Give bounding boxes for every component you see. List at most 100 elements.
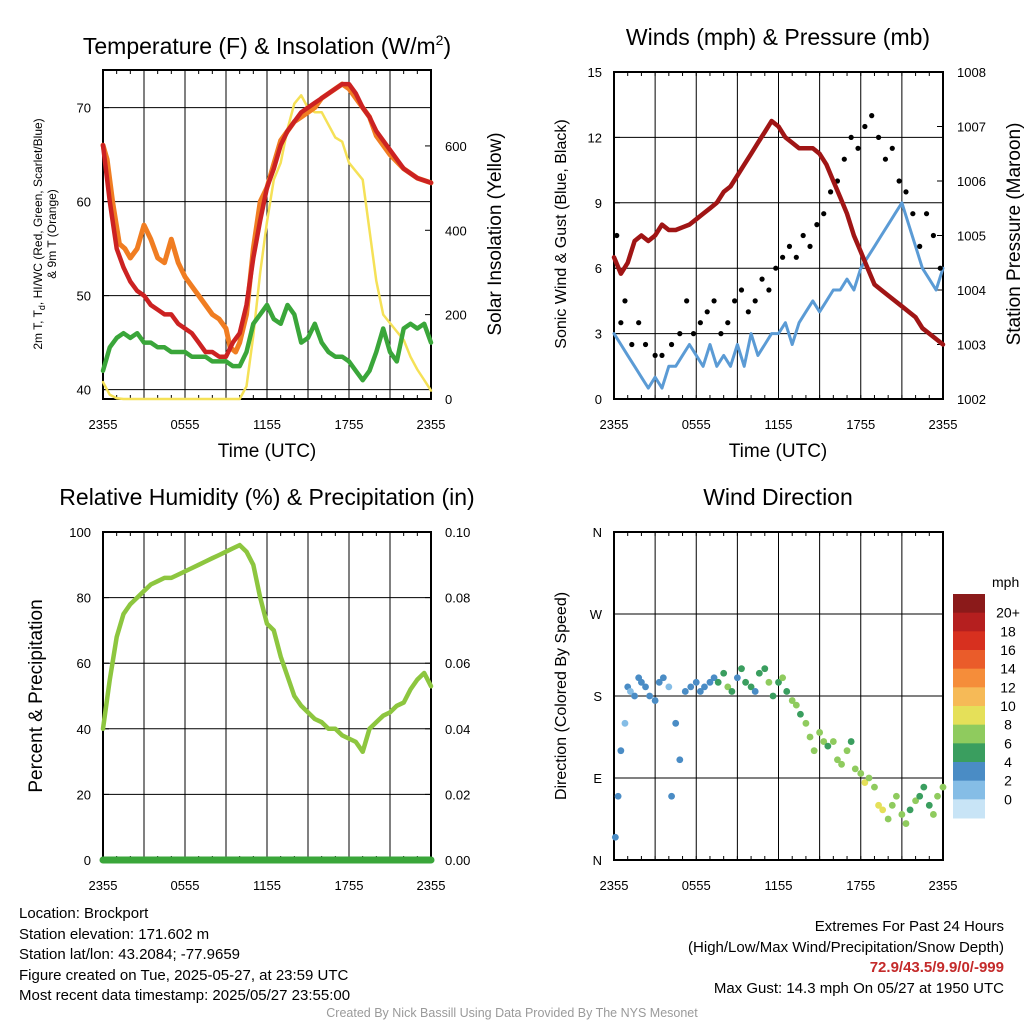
direction-point: [920, 783, 928, 791]
direction-point: [747, 683, 755, 691]
chart-title: Wind Direction: [703, 484, 853, 510]
wind-speed-line: [612, 201, 945, 390]
colorbar-swatch: [953, 631, 985, 651]
gust-point: [889, 145, 895, 151]
y-tick-label: 60: [77, 656, 91, 671]
colorbar-label: 20+: [996, 605, 1020, 621]
direction-point: [783, 688, 791, 695]
gust-point: [882, 156, 889, 162]
extremes-values: 72.9/43.5/9.9/0/-999: [869, 959, 1004, 976]
direction-point: [851, 765, 859, 773]
colorbar-label: 10: [1000, 698, 1016, 714]
y-tick-label: 70: [77, 101, 91, 116]
x-tick-label: 2355: [600, 878, 629, 893]
x-tick-label: 2355: [417, 878, 446, 893]
y2-tick-label: 0.04: [445, 722, 470, 737]
recent-timestamp: Most recent data timestamp: 2025/05/27 2…: [19, 987, 351, 1004]
gust-point: [668, 341, 675, 348]
direction-point: [902, 820, 910, 827]
gust-point: [786, 243, 793, 249]
y2-tick-label: 0: [445, 392, 452, 407]
direction-point: [738, 665, 745, 673]
direction-point: [925, 801, 933, 809]
direction-point: [676, 756, 684, 764]
x-tick-label: 2355: [89, 417, 118, 432]
y-tick-label: 50: [77, 289, 91, 304]
y-axis-label: 2m T, Td, HI/WC (Red, Green, Scarlet/Blu…: [31, 118, 47, 349]
direction-point: [769, 692, 777, 700]
direction-point: [655, 678, 663, 686]
insolation-line: [101, 94, 433, 401]
plot-frame: [613, 531, 944, 861]
plot-frame: [613, 71, 944, 400]
gust-point: [773, 265, 779, 271]
y-tick-label: 0: [595, 392, 602, 407]
x-tick-label: 2355: [929, 417, 958, 432]
colorbar-swatch: [953, 650, 985, 670]
gust-point: [800, 232, 806, 239]
gust-point: [766, 287, 772, 293]
y2-tick-label: 1003: [957, 338, 986, 353]
direction-point: [912, 797, 919, 805]
colorbar-label: 18: [1000, 623, 1016, 639]
colorbar-label: 0: [1004, 791, 1012, 807]
direction-point: [733, 674, 741, 682]
y-tick-label: 80: [77, 591, 91, 606]
gust-point: [821, 211, 827, 217]
temperature-line: [100, 81, 434, 359]
direction-point: [761, 665, 769, 673]
y2-tick-label: 1002: [957, 392, 986, 407]
direction-point: [838, 760, 845, 768]
colorbar-swatch: [953, 668, 985, 688]
gust-point: [917, 243, 923, 249]
direction-point: [696, 688, 704, 695]
direction-point: [728, 688, 736, 695]
y-tick-label: 40: [77, 383, 91, 398]
direction-point: [834, 756, 841, 764]
x-tick-label: 0555: [171, 417, 200, 432]
x-tick-label: 0555: [682, 878, 711, 893]
direction-point: [879, 806, 887, 814]
direction-point: [701, 683, 708, 691]
x-tick-label: 1755: [335, 417, 364, 432]
y2-axis-label: Solar Insolation (Yellow): [485, 132, 506, 335]
extremes-subtitle: (High/Low/Max Wind/Precipitation/Snow De…: [688, 938, 1004, 956]
gust-point: [629, 341, 635, 348]
gust-point: [690, 331, 697, 337]
y2-tick-label: 1008: [957, 65, 986, 80]
chart-title: Temperature (F) & Insolation (W/m2): [83, 32, 451, 59]
gust-point: [697, 320, 703, 326]
gust-point: [745, 309, 751, 315]
wind-direction-panel: 2355 0555 1155 1755 2355 N E S W N Wind Direction D…: [553, 484, 957, 893]
direction-point: [631, 692, 638, 700]
y2-tick-label: 0.00: [445, 853, 470, 868]
temperature-panel: 2355 0555 1155 1755 2355 40 50 60 70 0 200 400 600 Te…: [31, 32, 506, 462]
gust-point: [814, 222, 820, 228]
direction-point: [642, 683, 649, 691]
colorbar-swatch: [953, 594, 985, 614]
gust-point: [930, 232, 937, 239]
y-tick-label: 20: [77, 787, 91, 802]
direction-point: [788, 697, 796, 704]
direction-point: [692, 678, 700, 686]
y2-tick-label: 1004: [957, 283, 986, 298]
direction-point: [916, 792, 924, 800]
direction-point: [806, 733, 814, 741]
direction-point: [810, 747, 818, 755]
humidity-line: [100, 542, 434, 755]
y2-tick-label: 0.06: [445, 656, 470, 671]
y-tick-label: W: [590, 607, 603, 622]
direction-point: [816, 729, 824, 736]
direction-point: [611, 833, 619, 841]
gust-point: [869, 113, 875, 119]
winds-pressure-panel: 2355 0555 1155 1755 2355 0 3 6 9 12 15 1002 1003 1004…: [553, 24, 1024, 462]
x-tick-label: 1755: [335, 878, 364, 893]
colorbar-title: mph: [992, 574, 1019, 590]
y2-axis-label: Station Pressure (Maroon): [1004, 123, 1024, 346]
station-latlon: Station lat/lon: 43.2084; -77.9659: [19, 946, 241, 963]
gust-point: [718, 331, 724, 337]
y-tick-label: 100: [69, 525, 91, 540]
direction-point: [614, 792, 622, 800]
dewpoint-line: [100, 302, 434, 383]
direction-point: [724, 683, 732, 691]
